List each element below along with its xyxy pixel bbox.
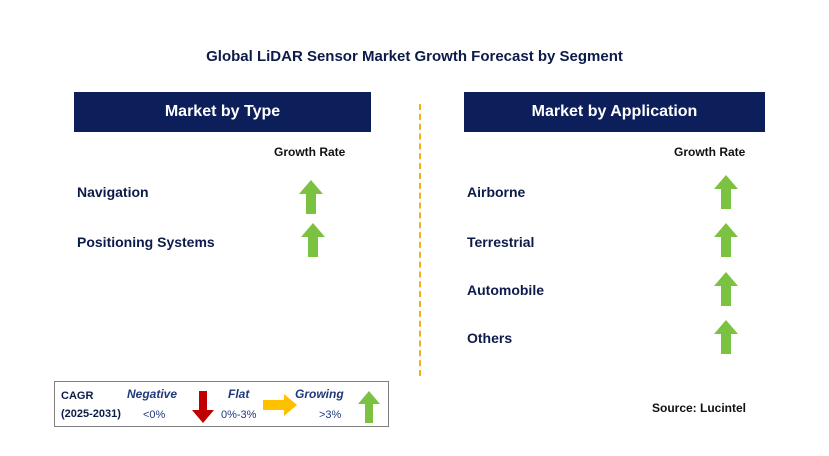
segment-label-airborne: Airborne: [467, 184, 526, 200]
market-by-type-header: Market by Type: [74, 92, 371, 132]
up-arrow-icon: [714, 272, 738, 306]
market-by-application-header: Market by Application: [464, 92, 765, 132]
left-growth-rate-label: Growth Rate: [274, 145, 346, 159]
right-growth-rate-label: Growth Rate: [674, 145, 746, 159]
legend-period-label: (2025-2031): [61, 408, 121, 420]
legend-flat-label: Flat: [228, 387, 250, 401]
chart-title: Global LiDAR Sensor Market Growth Foreca…: [206, 48, 623, 65]
up-arrow-icon: [299, 180, 323, 214]
up-arrow-icon: [358, 391, 380, 428]
segment-label-others: Others: [467, 330, 513, 346]
segment-label-automobile: Automobile: [467, 282, 544, 298]
up-arrow-icon: [301, 223, 325, 257]
legend-negative-label: Negative: [127, 387, 178, 401]
down-arrow-icon: [192, 391, 214, 428]
panel-divider: [419, 104, 421, 376]
cagr-legend: CAGR (2025-2031) Negative <0% Flat 0%-3%…: [54, 381, 389, 427]
right-arrow-icon: [263, 394, 297, 421]
legend-cagr-label: CAGR: [61, 390, 94, 402]
segment-label-positioning-systems: Positioning Systems: [77, 234, 215, 250]
segment-label-navigation: Navigation: [77, 184, 149, 200]
segment-label-terrestrial: Terrestrial: [467, 234, 535, 250]
up-arrow-icon: [714, 223, 738, 257]
up-arrow-icon: [714, 320, 738, 354]
legend-negative-range: <0%: [143, 409, 166, 421]
legend-growing-range: >3%: [319, 409, 342, 421]
source-note: Source: Lucintel: [652, 401, 747, 415]
legend-flat-range: 0%-3%: [221, 409, 257, 421]
legend-growing-label: Growing: [295, 387, 344, 401]
up-arrow-icon: [714, 175, 738, 209]
